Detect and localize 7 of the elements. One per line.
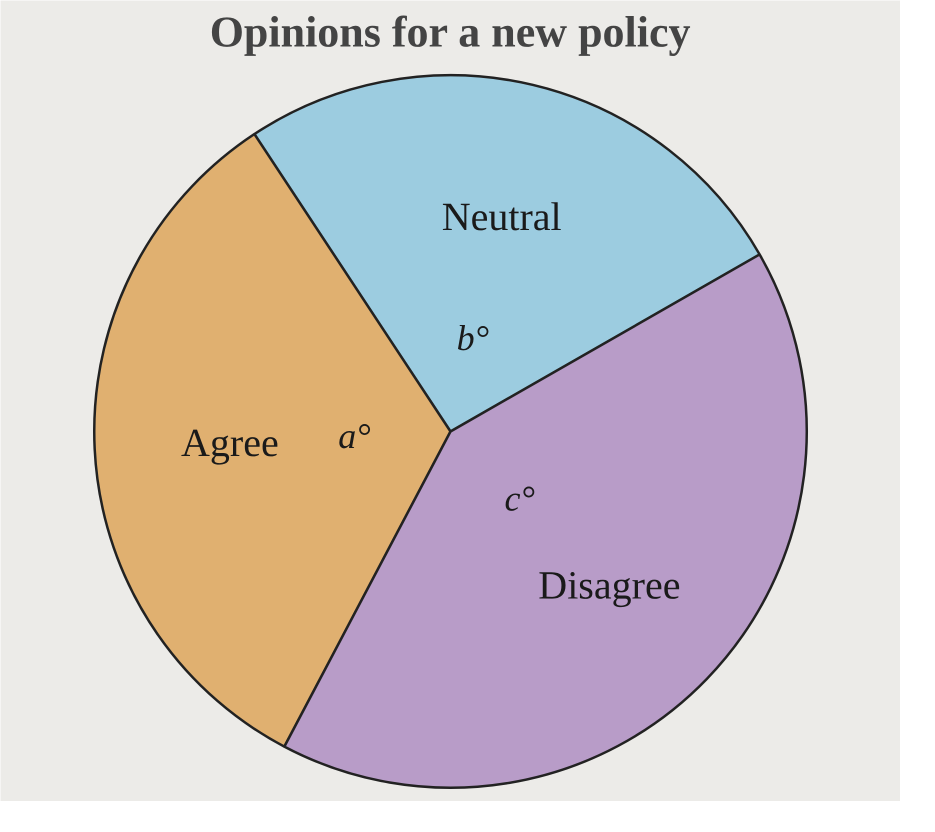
text: c°	[504, 478, 535, 518]
slice-label: Disagree	[538, 562, 680, 608]
text: b°	[456, 318, 489, 358]
text: a°	[338, 416, 371, 456]
slice-label: Agree	[181, 420, 279, 465]
chart-title: Opinions for a new policy	[210, 8, 691, 56]
slice-label: Neutral	[442, 194, 562, 240]
